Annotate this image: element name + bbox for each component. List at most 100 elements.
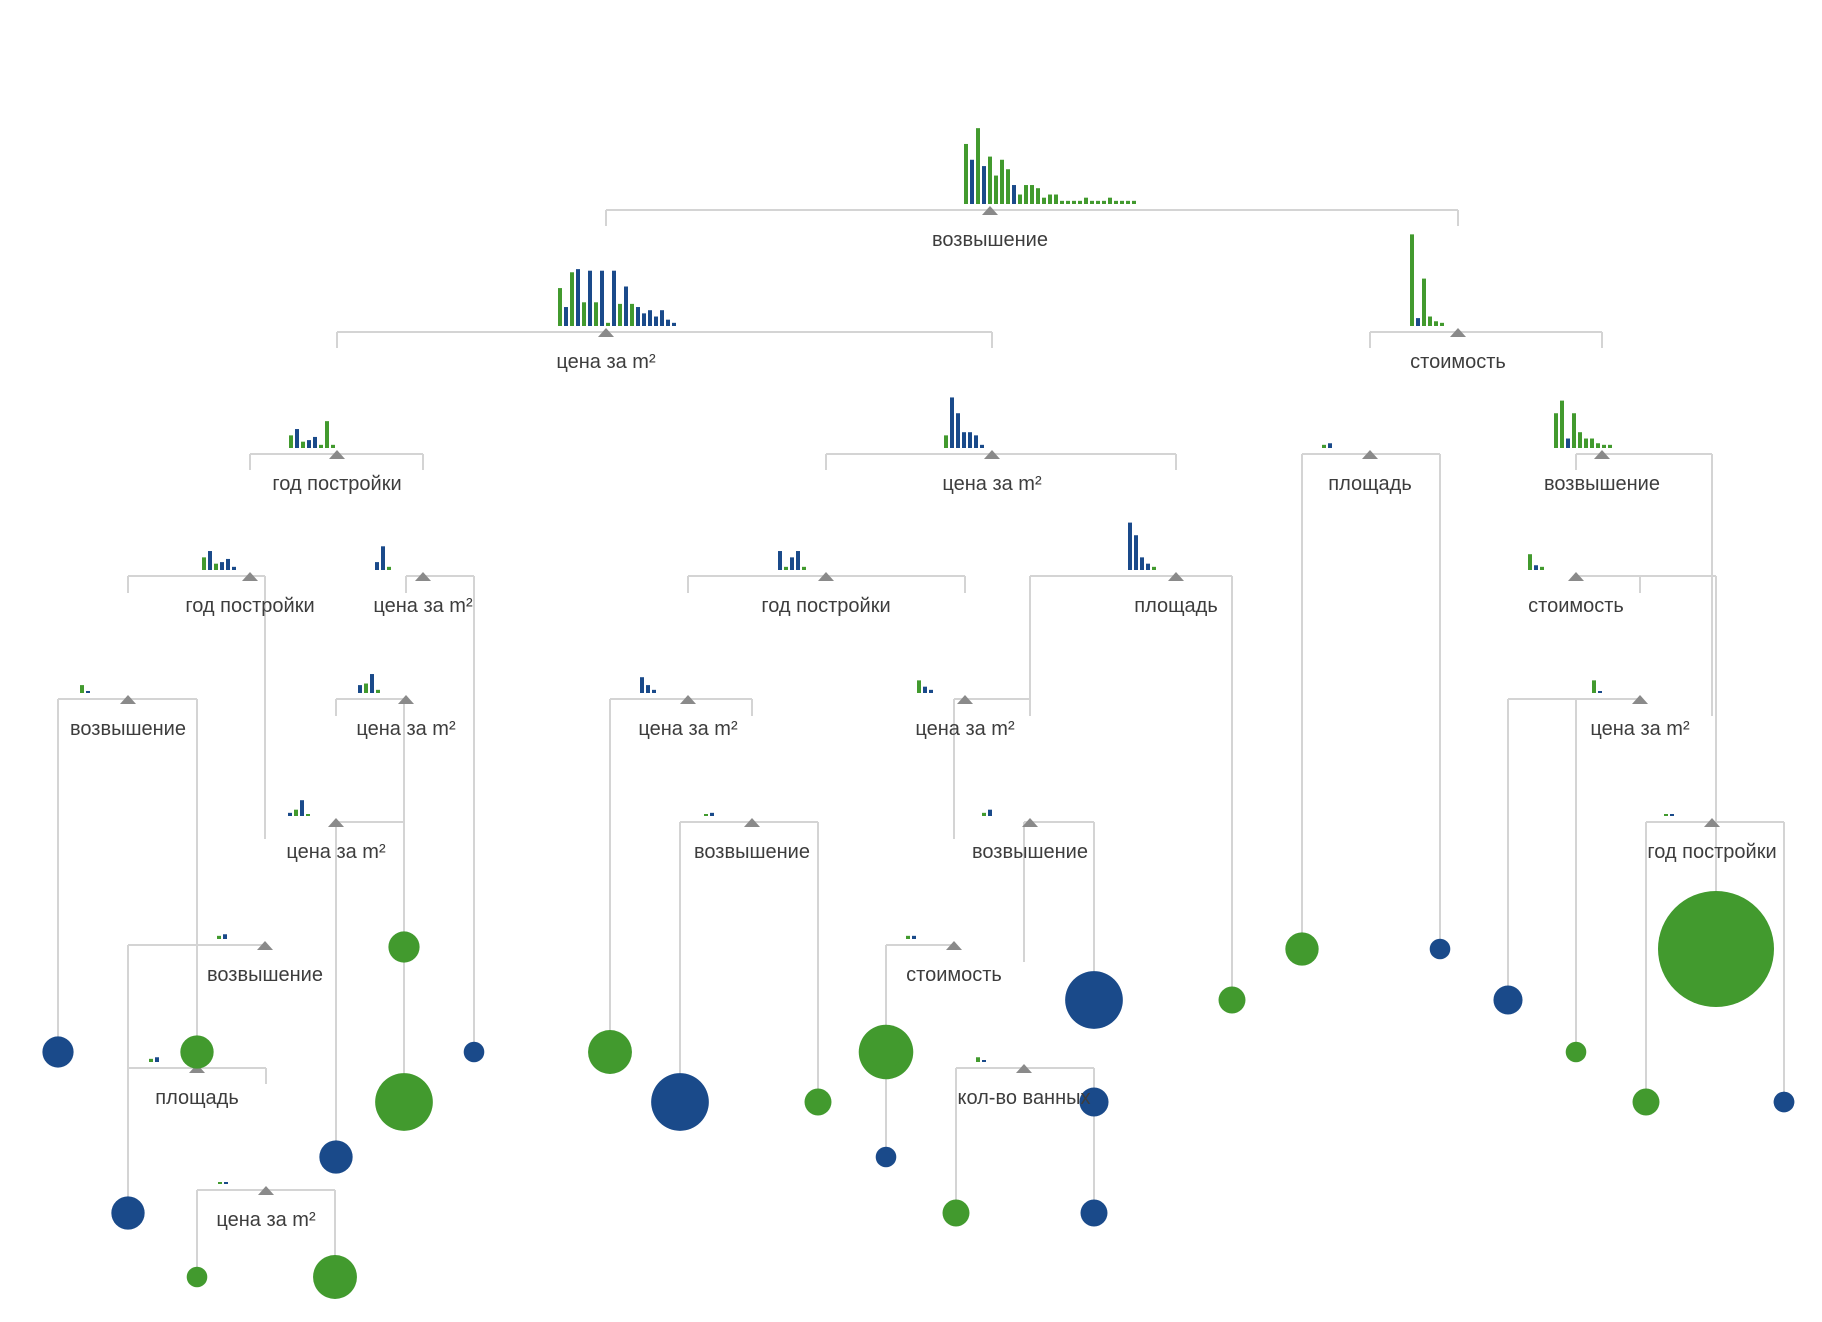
histogram-bar bbox=[988, 809, 992, 816]
histogram-bar bbox=[1084, 197, 1088, 204]
edges-layer bbox=[57, 209, 1785, 1277]
histogram-bar bbox=[1000, 159, 1004, 204]
histogram-bar bbox=[376, 689, 380, 693]
histogram-bar bbox=[1072, 200, 1076, 204]
histogram-bar bbox=[295, 429, 299, 448]
leaf-node bbox=[42, 1036, 74, 1068]
histogram-bar bbox=[636, 307, 640, 326]
histogram-bar bbox=[929, 689, 933, 693]
histogram-bar bbox=[558, 288, 562, 326]
histogram-bar bbox=[1006, 169, 1010, 204]
histogram-bar bbox=[1096, 200, 1100, 204]
histogram-bar bbox=[1066, 200, 1070, 204]
split-label: возвышение bbox=[1544, 473, 1660, 495]
leaf-node bbox=[1080, 1199, 1108, 1227]
leaf-node bbox=[1565, 1041, 1587, 1063]
histogram-bar bbox=[630, 303, 634, 326]
split-marker-icon bbox=[1362, 450, 1378, 459]
histogram-bar bbox=[778, 551, 782, 570]
histogram-bar bbox=[784, 566, 788, 570]
histogram-bar bbox=[582, 302, 586, 326]
leaf-node bbox=[1658, 891, 1774, 1007]
histogram-bar bbox=[1090, 200, 1094, 204]
leaf-node bbox=[1773, 1091, 1795, 1113]
split-label: площадь bbox=[1134, 595, 1218, 617]
histogram-bar bbox=[306, 814, 310, 816]
histogram-bar bbox=[1434, 321, 1438, 326]
histogram-bar bbox=[1054, 194, 1058, 204]
histogram-bar bbox=[962, 432, 966, 448]
histogram-bar bbox=[964, 143, 968, 204]
histogram-bar bbox=[790, 557, 794, 570]
leaf-node bbox=[869, 1035, 903, 1069]
histogram-bar bbox=[1664, 814, 1668, 816]
split-label: стоимость bbox=[1410, 351, 1506, 373]
histogram-bar bbox=[923, 686, 927, 693]
histogram-bar bbox=[1440, 322, 1444, 326]
histogram-bar bbox=[1572, 413, 1576, 448]
histogram-bar bbox=[588, 270, 592, 326]
histogram-bar bbox=[1598, 691, 1602, 693]
histogram-bar bbox=[906, 935, 910, 939]
split-marker-icon bbox=[328, 818, 344, 827]
split-marker-icon bbox=[982, 206, 998, 215]
histogram-bar bbox=[666, 319, 670, 326]
histogram-bar bbox=[606, 322, 610, 326]
histograms-layer bbox=[80, 128, 1720, 1195]
histogram-bar bbox=[1128, 522, 1132, 570]
histogram-bar bbox=[289, 435, 293, 448]
histogram-bar bbox=[370, 674, 374, 693]
leaf-node bbox=[375, 1073, 433, 1131]
split-marker-icon bbox=[120, 695, 136, 704]
histogram-bar bbox=[313, 436, 317, 448]
histogram-bar bbox=[976, 1057, 980, 1062]
histogram-bar bbox=[80, 685, 84, 693]
histogram-bar bbox=[331, 444, 335, 448]
histogram-bar bbox=[970, 159, 974, 204]
leaf-node bbox=[588, 1030, 632, 1074]
split-marker-icon bbox=[1594, 450, 1610, 459]
split-label: цена за m² bbox=[556, 351, 656, 373]
split-marker-icon bbox=[257, 941, 273, 950]
histogram-bar bbox=[704, 814, 708, 816]
leaf-node bbox=[463, 1041, 485, 1063]
histogram-bar bbox=[968, 432, 972, 448]
histogram-bar bbox=[1140, 557, 1144, 570]
histogram-bar bbox=[1108, 197, 1112, 204]
histogram-bar bbox=[1416, 318, 1420, 326]
histogram-bar bbox=[325, 421, 329, 448]
split-marker-icon bbox=[680, 695, 696, 704]
histogram-bar bbox=[1428, 316, 1432, 326]
split-label: год постройки bbox=[272, 473, 401, 495]
histogram-bar bbox=[1540, 566, 1544, 570]
histogram-bar bbox=[640, 677, 644, 693]
histogram-bar bbox=[214, 563, 218, 570]
split-label: цена за m² bbox=[356, 718, 456, 740]
leaf-node bbox=[1218, 986, 1246, 1014]
split-marker-icon bbox=[1568, 572, 1584, 581]
split-marker-icon bbox=[957, 695, 973, 704]
histogram-bar bbox=[1578, 432, 1582, 448]
split-marker-icon bbox=[415, 572, 431, 581]
split-label: цена за m² bbox=[638, 718, 738, 740]
histogram-bar bbox=[988, 156, 992, 204]
histogram-bar bbox=[618, 303, 622, 326]
split-marker-icon bbox=[1632, 695, 1648, 704]
histogram-bar bbox=[1560, 400, 1564, 448]
split-label: стоимость bbox=[1528, 595, 1624, 617]
split-label: возвышение bbox=[972, 841, 1088, 863]
histogram-bar bbox=[1422, 278, 1426, 326]
split-marker-icon bbox=[242, 572, 258, 581]
leaf-node bbox=[1079, 1087, 1109, 1117]
histogram-bar bbox=[358, 685, 362, 693]
histogram-bar bbox=[1146, 563, 1150, 570]
leaf-node bbox=[186, 1266, 208, 1288]
histogram-bar bbox=[1102, 200, 1106, 204]
histogram-bar bbox=[300, 800, 304, 816]
leaf-node bbox=[1632, 1088, 1660, 1116]
leaf-node bbox=[1429, 938, 1451, 960]
split-marker-icon bbox=[598, 328, 614, 337]
split-label: возвышение bbox=[694, 841, 810, 863]
split-label: цена за m² bbox=[942, 473, 1042, 495]
histogram-bar bbox=[1126, 200, 1130, 204]
